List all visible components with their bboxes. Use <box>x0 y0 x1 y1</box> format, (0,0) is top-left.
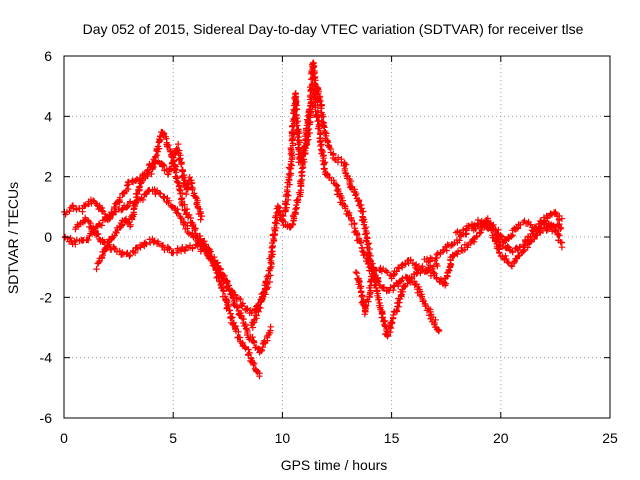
series-track-1 <box>61 186 263 380</box>
plus-markers <box>248 59 443 335</box>
x-tick-label: 20 <box>493 430 509 446</box>
series-track-3 <box>72 214 273 317</box>
x-tick-label: 10 <box>275 430 291 446</box>
series-track-7 <box>352 215 565 318</box>
data-points <box>61 59 566 380</box>
axis-ticks <box>63 55 611 419</box>
series-track-2 <box>61 128 274 356</box>
plus-markers <box>452 208 566 256</box>
plus-markers <box>93 140 205 273</box>
x-tick-label: 0 <box>60 430 68 446</box>
x-axis-label: GPS time / hours <box>281 457 388 473</box>
y-tick-labels: -6 -4 -2 0 2 4 6 <box>40 48 53 426</box>
x-tick-label: 15 <box>384 430 400 446</box>
plus-markers <box>352 215 565 318</box>
plus-markers <box>61 128 274 356</box>
y-tick-label: 2 <box>44 169 52 185</box>
x-tick-label: 5 <box>169 430 177 446</box>
series-track-4 <box>93 140 205 273</box>
x-tick-labels: 0 5 10 15 20 25 <box>60 430 618 446</box>
y-tick-label: -6 <box>40 410 53 426</box>
y-tick-label: 6 <box>44 48 52 64</box>
plus-markers <box>279 83 441 340</box>
y-tick-label: 0 <box>44 229 52 245</box>
plus-markers <box>72 214 273 317</box>
y-axis-label: SDTVAR / TECUs <box>5 182 21 294</box>
y-tick-label: -2 <box>40 289 53 305</box>
series-track-6 <box>279 83 441 340</box>
plus-markers <box>61 186 263 380</box>
chart-title: Day 052 of 2015, Sidereal Day-to-day VTE… <box>83 21 584 37</box>
y-tick-label: 4 <box>44 108 52 124</box>
series-track-5 <box>248 59 443 335</box>
x-tick-label: 25 <box>602 430 618 446</box>
series-track-9 <box>452 208 566 256</box>
y-tick-label: -4 <box>40 350 53 366</box>
